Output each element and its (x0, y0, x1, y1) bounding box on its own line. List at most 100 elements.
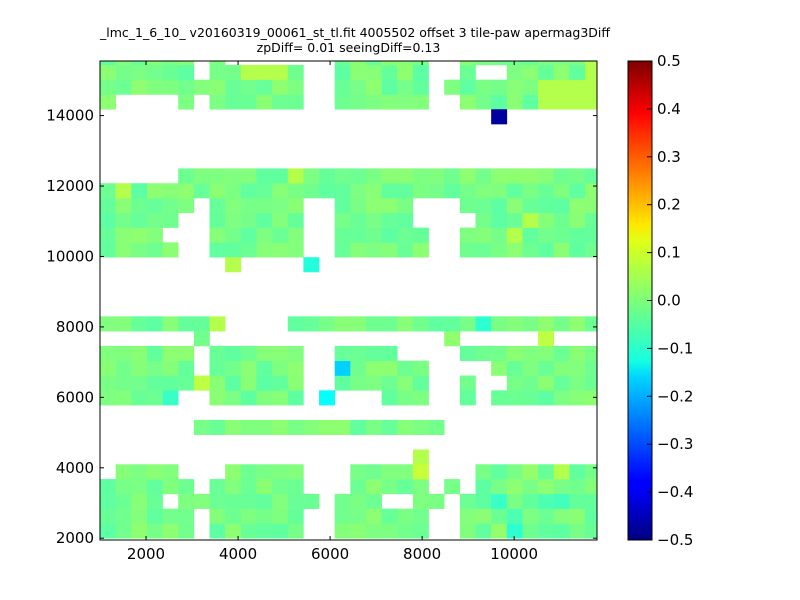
heatmap-cell (381, 360, 398, 376)
heatmap-cell (569, 94, 586, 110)
heatmap-cell (287, 345, 304, 362)
heatmap-cell (350, 168, 367, 184)
heatmap-cell (100, 523, 116, 539)
heatmap-cell (334, 79, 351, 95)
heatmap-cell (162, 61, 179, 66)
heatmap-cell (569, 345, 586, 362)
chart-title-line-2: zpDiff= 0.01 seeingDiff=0.13 (256, 40, 441, 55)
heatmap-cell (350, 94, 367, 110)
heatmap-cell (287, 212, 304, 228)
heatmap-cell (522, 212, 539, 228)
heatmap-cell (131, 227, 148, 243)
heatmap-cell (303, 168, 320, 184)
heatmap-cell (381, 198, 398, 214)
heatmap-cell (491, 61, 508, 66)
heatmap-cell (287, 508, 304, 524)
heatmap-cell (522, 523, 539, 539)
heatmap-cell (475, 316, 492, 332)
heatmap-cell (553, 212, 570, 228)
heatmap-cell (522, 390, 539, 406)
heatmap-cell (240, 183, 257, 199)
heatmap-cell (131, 493, 148, 509)
heatmap-cell (334, 493, 351, 509)
heatmap-cell (397, 360, 414, 376)
heatmap-cell (397, 464, 414, 480)
heatmap-cell (569, 168, 586, 184)
heatmap-cell (287, 198, 304, 214)
heatmap-cell (538, 198, 555, 214)
heatmap-cell (412, 449, 429, 465)
heatmap-cell (585, 464, 597, 480)
heatmap-cell (178, 345, 195, 362)
heatmap-cell (146, 508, 163, 524)
heatmap-cell (381, 464, 398, 480)
heatmap-cell (272, 183, 289, 199)
heatmap-cell (569, 316, 586, 332)
heatmap-cell (459, 227, 476, 243)
heatmap-cell (350, 183, 367, 199)
heatmap-cell (491, 316, 508, 332)
colorbar-tick-label: −0.3 (657, 435, 693, 453)
heatmap-cell (538, 168, 555, 184)
heatmap-cell (553, 64, 570, 80)
heatmap-cell (334, 64, 351, 80)
heatmap-cell (538, 493, 555, 509)
heatmap-cell (115, 212, 132, 228)
heatmap-cell (287, 464, 304, 480)
heatmap-cell (397, 375, 414, 391)
heatmap-cell (100, 375, 116, 391)
heatmap-cell (381, 419, 398, 435)
heatmap-cell (538, 212, 555, 228)
heatmap-cell (365, 508, 382, 524)
heatmap-cell (319, 419, 335, 435)
heatmap-cell (365, 64, 382, 80)
heatmap-cell (585, 64, 597, 80)
heatmap-cell (287, 64, 304, 80)
heatmap-cell (209, 242, 226, 258)
heatmap-cell (569, 242, 586, 258)
heatmap-cell (350, 212, 367, 228)
heatmap-cell (146, 61, 163, 66)
heatmap-cell (459, 316, 476, 332)
heatmap-cell (522, 493, 539, 509)
heatmap-cell (397, 94, 414, 110)
heatmap-cell (506, 390, 523, 406)
heatmap-cell (100, 493, 116, 509)
heatmap-cell (162, 345, 179, 362)
heatmap-cell (365, 316, 382, 332)
heatmap-cell (506, 212, 523, 228)
plot-area-frame (99, 60, 598, 541)
x-tick-label: 10000 (490, 545, 538, 563)
x-tick-label: 4000 (219, 545, 257, 563)
heatmap-cell (506, 168, 523, 184)
heatmap-cell (209, 183, 226, 199)
heatmap-cell (100, 316, 116, 332)
heatmap-cell (428, 316, 445, 332)
heatmap-cell (162, 479, 179, 495)
heatmap-cell (506, 198, 523, 214)
heatmap-cell (225, 79, 242, 95)
heatmap-cell (365, 375, 382, 391)
heatmap-cell (303, 183, 320, 199)
heatmap-cell (256, 79, 273, 95)
heatmap-cell (585, 198, 597, 214)
heatmap-cell (178, 360, 195, 376)
heatmap-cell (225, 493, 242, 509)
heatmap-cell (131, 183, 148, 199)
heatmap-cell (397, 479, 414, 495)
heatmap-cell (256, 479, 273, 495)
heatmap-cell (569, 198, 586, 214)
y-tick-label: 2000 (56, 529, 94, 547)
heatmap-cell (146, 390, 163, 406)
heatmap-cell (569, 61, 586, 66)
heatmap-cell (538, 360, 555, 376)
colorbar-tick-label: 0.0 (657, 292, 681, 310)
heatmap-cell (397, 183, 414, 199)
heatmap-cell (491, 227, 508, 243)
heatmap-cell (350, 61, 367, 66)
heatmap-cell (365, 479, 382, 495)
heatmap-cell (585, 360, 597, 376)
heatmap-cell (381, 390, 398, 406)
heatmap-cell (115, 464, 132, 480)
heatmap-cell (397, 61, 414, 66)
